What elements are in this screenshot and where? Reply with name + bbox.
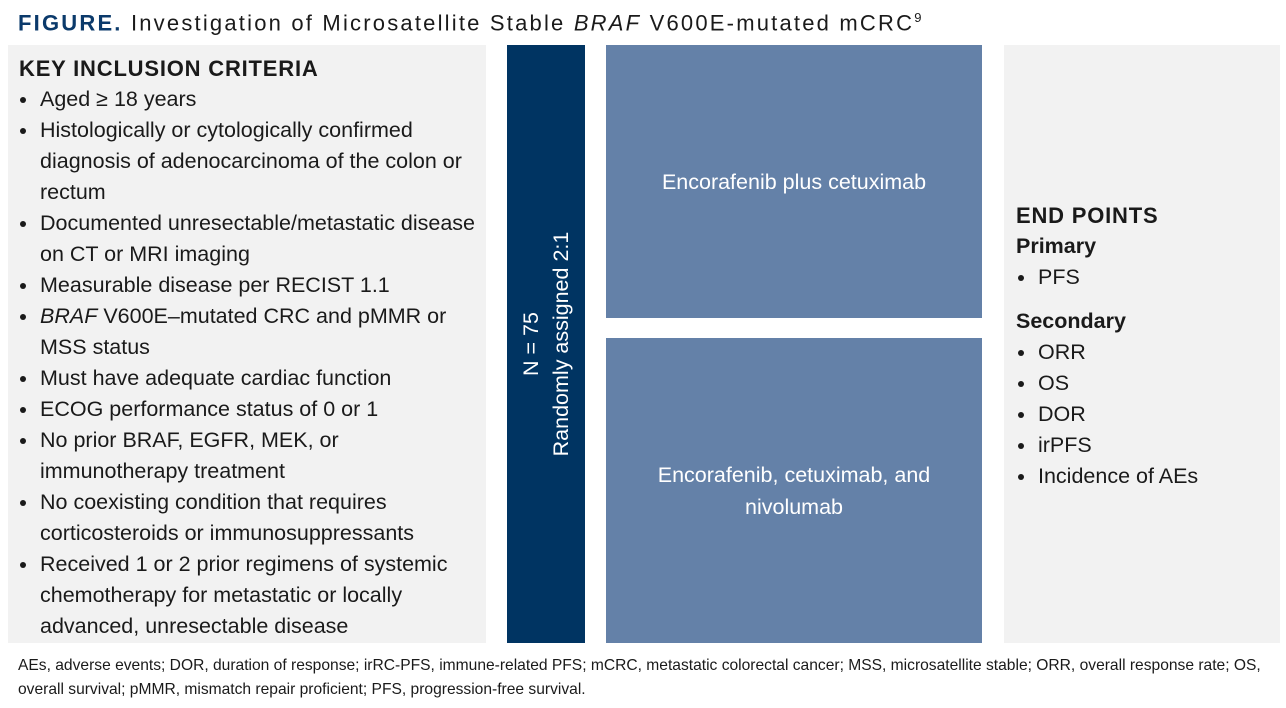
criterion-text: Measurable disease per RECIST 1.1 bbox=[40, 273, 390, 297]
criterion: BRAF V600E–mutated CRC and pMMR or MSS s… bbox=[8, 301, 478, 363]
criterion-text: Must have adequate cardiac function bbox=[40, 366, 392, 390]
criterion: Documented unresectable/metastatic disea… bbox=[8, 208, 478, 270]
criterion-text: No coexisting condition that requires co… bbox=[40, 490, 415, 545]
end-point: Incidence of AEs bbox=[1016, 461, 1198, 492]
title-label: FIGURE. bbox=[18, 10, 123, 36]
secondary-label: Secondary bbox=[1016, 309, 1126, 333]
randomization-ratio: Randomly assigned 2:1 bbox=[549, 231, 573, 457]
criterion: Received 1 or 2 prior regimens of system… bbox=[8, 549, 478, 642]
criterion: Must have adequate cardiac function bbox=[8, 363, 478, 394]
criterion: Measurable disease per RECIST 1.1 bbox=[8, 270, 478, 301]
criterion-text: V600E–mutated CRC and pMMR or MSS status bbox=[40, 304, 447, 359]
primary-label: Primary bbox=[1016, 234, 1097, 258]
figure-title: FIGURE. Investigation of Microsatellite … bbox=[18, 10, 924, 36]
end-point: PFS bbox=[1016, 262, 1198, 293]
end-points-panel: END POINTS Primary PFS Secondary ORR OS DO… bbox=[1004, 45, 1280, 643]
end-point: DOR bbox=[1016, 399, 1198, 430]
criteria-heading: KEY INCLUSION CRITERIA bbox=[19, 56, 319, 81]
randomization-text: N = 75 Randomly assigned 2:1 bbox=[516, 232, 576, 457]
criterion-text: Documented unresectable/metastatic disea… bbox=[40, 211, 476, 266]
title-superscript: 9 bbox=[914, 10, 924, 25]
randomization-bar: N = 75 Randomly assigned 2:1 bbox=[507, 45, 585, 643]
arm-label: Encorafenib, cetuximab, and nivolumab bbox=[657, 462, 931, 519]
criterion-text: Received 1 or 2 prior regimens of system… bbox=[40, 552, 448, 638]
criterion: Aged ≥ 18 years bbox=[8, 84, 478, 115]
criterion-text: Aged ≥ 18 years bbox=[40, 87, 197, 111]
criterion: No coexisting condition that requires co… bbox=[8, 487, 478, 549]
sample-size: N = 75 bbox=[519, 312, 543, 376]
end-point: ORR bbox=[1016, 337, 1198, 368]
secondary-list: ORR OS DOR irPFS Incidence of AEs bbox=[1016, 337, 1198, 492]
arm-box: Encorafenib, cetuximab, and nivolumab bbox=[606, 338, 982, 643]
criterion: No prior BRAF, EGFR, MEK, or immunothera… bbox=[8, 425, 478, 487]
criterion-text: ECOG performance status of 0 or 1 bbox=[40, 397, 379, 421]
title-text: Investigation of Microsatellite Stable bbox=[130, 10, 574, 36]
arm-label: Encorafenib plus cetuximab bbox=[661, 169, 927, 194]
criterion-text: Histologically or cytologically confirme… bbox=[40, 118, 462, 204]
primary-list: PFS bbox=[1016, 262, 1198, 293]
criterion: ECOG performance status of 0 or 1 bbox=[8, 394, 478, 425]
criterion: Histologically or cytologically confirme… bbox=[8, 115, 478, 208]
criterion-text: No prior BRAF, EGFR, MEK, or immunothera… bbox=[40, 428, 339, 483]
footnote: AEs, adverse events; DOR, duration of re… bbox=[18, 657, 1261, 698]
end-points: END POINTS Primary PFS Secondary ORR OS DO… bbox=[1016, 200, 1198, 492]
criterion-italic: BRAF bbox=[40, 304, 98, 328]
title-italic: BRAF bbox=[573, 10, 642, 36]
criteria-list: Aged ≥ 18 years Histologically or cytolog… bbox=[8, 84, 478, 642]
title-text: V600E-mutated mCRC bbox=[641, 10, 915, 36]
end-point: OS bbox=[1016, 368, 1198, 399]
end-point: irPFS bbox=[1016, 430, 1198, 461]
end-points-heading: END POINTS bbox=[1016, 203, 1159, 228]
criteria-panel: KEY INCLUSION CRITERIA Aged ≥ 18 years Hi… bbox=[8, 45, 486, 643]
arm-box: Encorafenib plus cetuximab bbox=[606, 45, 982, 318]
